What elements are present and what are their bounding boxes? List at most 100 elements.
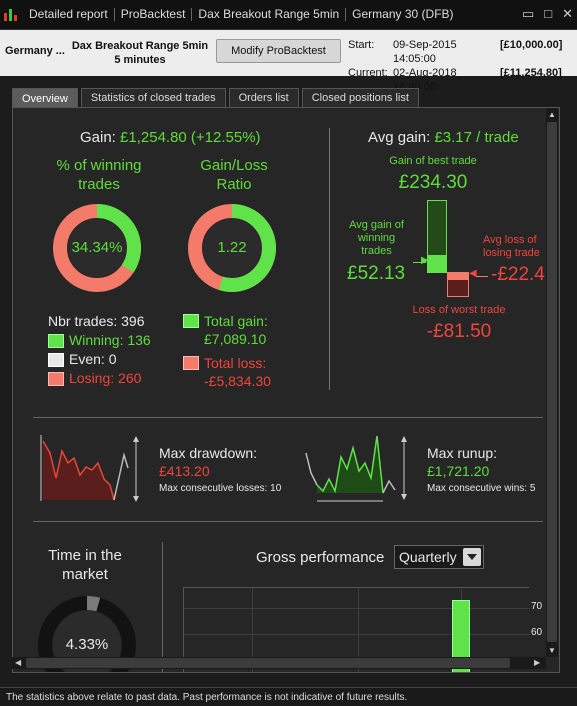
current-value: [£11,254.80]	[500, 67, 562, 79]
vertical-scrollbar[interactable]: ▲ ▼	[546, 108, 558, 657]
maximize-icon[interactable]: □	[544, 6, 553, 21]
legend-total-loss: Total loss: -£5,834.30	[183, 354, 271, 390]
horizontal-scrollbar[interactable]: ◀ ▶	[12, 657, 546, 669]
scroll-up-icon[interactable]: ▲	[548, 110, 556, 119]
scroll-down-icon[interactable]: ▼	[548, 646, 556, 655]
tab-overview[interactable]: Overview	[12, 88, 78, 108]
avg-win-arrow-line	[413, 262, 426, 263]
ratio-title-line2: Ratio	[216, 176, 252, 193]
runup-consecutive: Max consecutive wins: 5	[427, 483, 536, 494]
strategy-info: Dax Breakout Range 5min 5 minutes	[70, 39, 210, 67]
strategy-timeframe: 5 minutes	[114, 54, 166, 66]
drawdown-area	[43, 441, 114, 500]
drawdown-chart	[40, 435, 139, 502]
report-tabs: Overview Statistics of closed trades Ord…	[12, 88, 419, 108]
avg-gain-summary: Avg gain: £3.17 / trade	[368, 129, 519, 146]
runup-area	[317, 436, 383, 493]
runup-arrow-down-icon	[401, 494, 407, 500]
winning-swatch-icon	[48, 333, 64, 348]
minimize-icon[interactable]: ▭	[521, 6, 535, 21]
section-divider-h2	[33, 521, 543, 522]
trades-legend: Nbr trades: 396 Winning: 136 Even: 0 Los…	[48, 312, 151, 388]
period-select-value: Quarterly	[399, 549, 457, 565]
runup-line-grey-end	[382, 479, 396, 494]
ratio-title: Gain/Loss Ratio	[178, 156, 290, 194]
grid-line	[184, 608, 530, 609]
avg-win-label-line3: trades	[361, 245, 392, 257]
runup-arrow-up-icon	[401, 436, 407, 442]
y-tick-70: 70	[531, 601, 543, 612]
quarter-bar	[452, 600, 470, 672]
report-header: Germany ... Dax Breakout Range 5min 5 mi…	[0, 30, 577, 93]
avg-win-arrow-icon: ▶	[421, 255, 429, 266]
drawdown-consecutive: Max consecutive losses: 10	[159, 483, 282, 494]
dropdown-button[interactable]	[463, 548, 481, 566]
winning-trades-title: % of winning trades	[43, 156, 155, 194]
legend-even: Even: 0	[48, 350, 151, 369]
gain-swatch-icon	[183, 314, 199, 328]
current-label: Current:	[348, 67, 388, 79]
time-in-market-title: Time in the market	[35, 546, 135, 584]
even-swatch-icon	[48, 352, 64, 367]
gain-label: Gain:	[80, 129, 116, 146]
donut-gain-arc	[188, 204, 276, 292]
drawdown-line-red	[42, 440, 115, 501]
gain-value: £1,254.80 (+12.55%)	[120, 129, 261, 146]
vertical-scroll-thumb[interactable]	[547, 122, 557, 642]
gain-loss-donut	[188, 204, 276, 292]
section-divider	[329, 128, 330, 390]
drawdown-arrow-down-icon	[133, 496, 139, 502]
grid-line	[184, 634, 530, 635]
winning-percent: 34.34%	[71, 239, 123, 256]
time-in-market-donut	[38, 596, 136, 672]
legend-losing: Losing: 260	[48, 369, 151, 388]
avg-win-label: Avg gain of winning trades	[339, 219, 414, 258]
total-loss-value: -£5,834.30	[204, 373, 271, 389]
runup-label: Max runup:	[427, 445, 498, 461]
avg-gain-label: Avg gain:	[368, 129, 431, 146]
losing-count: Losing: 260	[69, 370, 142, 386]
winning-count: Winning: 136	[69, 332, 151, 348]
horizontal-scroll-thumb[interactable]	[26, 658, 510, 668]
total-gain-value: £7,089.10	[204, 331, 267, 347]
market-title-line2: market	[62, 566, 108, 583]
worst-trade-value: -£81.50	[426, 321, 492, 342]
total-loss-label: Total loss:	[204, 355, 267, 371]
market-title-line1: Time in the	[48, 547, 122, 564]
close-icon[interactable]: ✕	[562, 6, 573, 21]
start-date: 09-Sep-2015 14:05:00	[393, 39, 457, 65]
loss-swatch-icon	[183, 356, 199, 370]
grid-line-v	[358, 588, 359, 672]
scroll-right-icon[interactable]: ▶	[534, 658, 541, 667]
total-gain-label: Total gain:	[204, 313, 268, 329]
period-select[interactable]: Quarterly	[394, 545, 484, 569]
avg-loss-label-line1: Avg loss of	[483, 234, 537, 246]
time-in-market-value: 4.33%	[65, 636, 109, 653]
drawdown-label: Max drawdown:	[159, 445, 258, 461]
runup-value: £1,721.20	[427, 463, 490, 479]
tab-orders-list[interactable]: Orders list	[228, 88, 299, 107]
runup-chart	[305, 435, 407, 502]
disclaimer-footer: The statistics above relate to past data…	[0, 687, 577, 706]
tab-statistics-closed-trades[interactable]: Statistics of closed trades	[80, 88, 226, 107]
drawdown-line-grey	[113, 452, 129, 501]
tab-closed-positions-list[interactable]: Closed positions list	[301, 88, 419, 107]
donut-winning-arc	[53, 204, 141, 292]
modify-probacktest-button[interactable]: Modify ProBacktest	[216, 39, 341, 63]
y-tick-60: 60	[531, 627, 543, 638]
title-segment-strategy: Dax Breakout Range 5min	[192, 8, 347, 21]
gain-summary: Gain: £1,254.80 (+12.55%)	[80, 129, 261, 146]
scroll-left-icon[interactable]: ◀	[15, 658, 22, 667]
title-segment-tool: ProBacktest	[115, 8, 193, 21]
title-segment-report: Detailed report	[23, 8, 115, 21]
app-logo-icon	[3, 7, 19, 23]
runup-line-grey-start	[305, 452, 318, 486]
overview-panel: Gain: £1,254.80 (+12.55%) % of winning t…	[12, 107, 560, 673]
avg-loss-label: Avg loss of losing trade	[483, 234, 559, 260]
best-trade-value: £234.30	[398, 172, 468, 193]
runup-line-green	[316, 435, 384, 494]
ratio-value: 1.22	[217, 239, 247, 256]
losing-swatch-icon	[48, 371, 64, 386]
avg-gain-bar	[427, 255, 447, 273]
section-divider-h	[33, 417, 543, 418]
